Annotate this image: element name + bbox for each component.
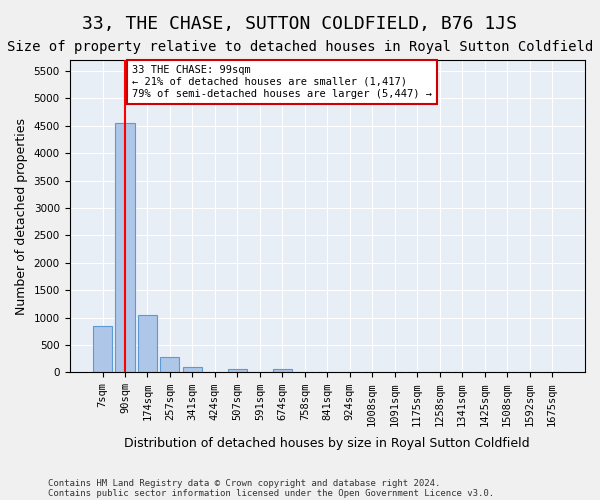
- Text: Contains public sector information licensed under the Open Government Licence v3: Contains public sector information licen…: [48, 488, 494, 498]
- Text: Size of property relative to detached houses in Royal Sutton Coldfield: Size of property relative to detached ho…: [7, 40, 593, 54]
- Text: 33 THE CHASE: 99sqm
← 21% of detached houses are smaller (1,417)
79% of semi-det: 33 THE CHASE: 99sqm ← 21% of detached ho…: [132, 66, 432, 98]
- Bar: [115, 123, 134, 372]
- Bar: [138, 315, 157, 372]
- Bar: [228, 370, 247, 372]
- Bar: [93, 326, 112, 372]
- Bar: [160, 357, 179, 372]
- Bar: [273, 370, 292, 372]
- Y-axis label: Number of detached properties: Number of detached properties: [15, 118, 28, 314]
- Text: 33, THE CHASE, SUTTON COLDFIELD, B76 1JS: 33, THE CHASE, SUTTON COLDFIELD, B76 1JS: [83, 15, 517, 33]
- Text: Contains HM Land Registry data © Crown copyright and database right 2024.: Contains HM Land Registry data © Crown c…: [48, 478, 440, 488]
- X-axis label: Distribution of detached houses by size in Royal Sutton Coldfield: Distribution of detached houses by size …: [124, 437, 530, 450]
- Bar: [183, 367, 202, 372]
